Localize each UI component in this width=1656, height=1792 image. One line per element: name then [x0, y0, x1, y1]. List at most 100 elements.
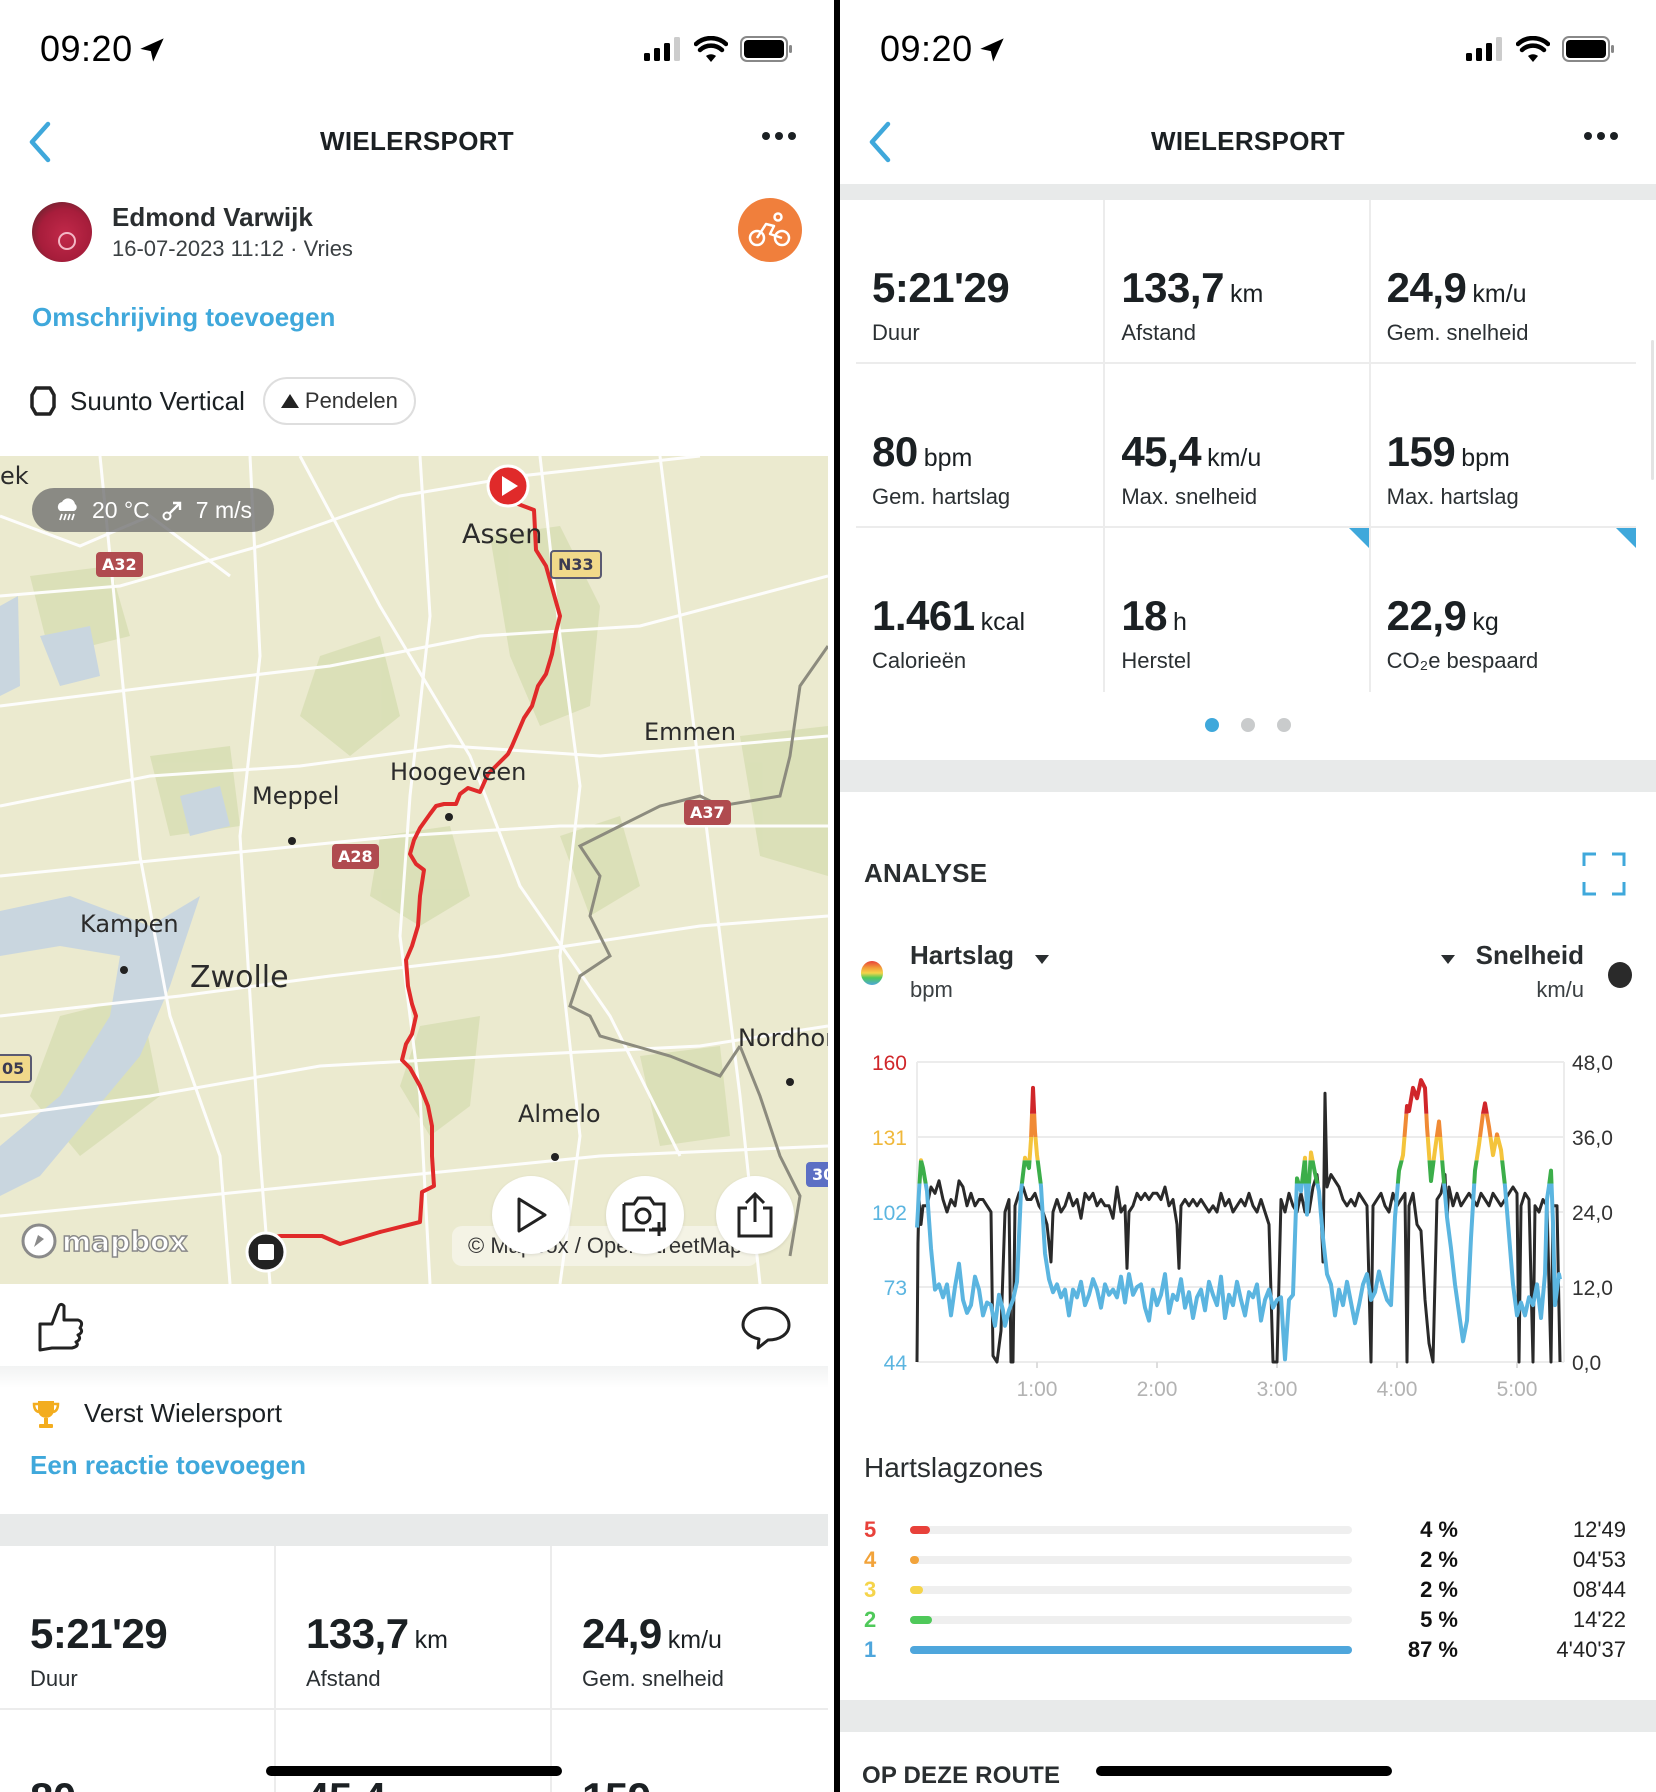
scrollbar[interactable] [1651, 340, 1654, 480]
stat-value: 24,9 [1386, 264, 1467, 311]
more-options-button[interactable] [1584, 132, 1618, 140]
signal-icon [1466, 37, 1502, 61]
map-place-label: Hoogeveen [390, 758, 527, 786]
info-corner-flag[interactable] [1348, 528, 1369, 548]
x-tick: 2:00 [1137, 1378, 1178, 1400]
hr-zone-row: 2 5 % 14'22 [864, 1606, 1626, 1634]
x-tick: 3:00 [1257, 1378, 1298, 1400]
analysis-chart[interactable]: 44 0,0 73 12,0 102 24,0 131 36,0 160 48,0 1:00 2:00… [840, 1040, 1656, 1400]
stat-label: Duur [30, 1666, 78, 1691]
page-dot[interactable] [1205, 718, 1219, 732]
stat-cell: 1.461 kcal Calorieën [856, 528, 1106, 692]
stat-value: 5:21'29 [872, 264, 1010, 311]
home-indicator [1096, 1766, 1392, 1776]
activity-date-location: 16-07-2023 11:12 · Vries [112, 236, 353, 261]
panel-divider [834, 0, 840, 1792]
share-icon [737, 1192, 773, 1238]
user-name[interactable]: Edmond Varwijk [112, 202, 313, 232]
avatar[interactable] [32, 202, 92, 262]
zone-percent: 2 % [1420, 1547, 1458, 1572]
stat-value: 133,7 [306, 1610, 409, 1657]
stat-unit: kg [1472, 608, 1499, 636]
section-separator [0, 1514, 828, 1546]
stat-label: Gem. hartslag [872, 484, 1011, 509]
zone-percent: 4 % [1420, 1517, 1458, 1542]
tag-triangle-icon [280, 394, 299, 408]
heart-rate-line [915, 1183, 1562, 1362]
stat-cell: 18 h Herstel [1105, 528, 1371, 692]
back-chevron-icon[interactable] [862, 118, 898, 166]
more-options-button[interactable] [762, 132, 796, 140]
stat-label: Calorieën [872, 648, 967, 673]
zone-bar-track [910, 1526, 1352, 1534]
section-separator [840, 760, 1656, 792]
dropdown-caret-icon [1441, 955, 1456, 965]
stat-unit: km/u [667, 1626, 722, 1654]
back-chevron-icon[interactable] [22, 118, 58, 166]
activity-analysis-screen: 09:20 WIELERSPORT 5:21'29 Duur 133,7 km Afst… [840, 0, 1656, 1792]
zone-duration: 12'49 [1572, 1517, 1626, 1542]
achievement-row: Verst Wielersport [32, 1398, 282, 1429]
on-this-route-title: OP DEZE ROUTE [862, 1762, 1061, 1789]
stats-grid: 5:21'29 Duur 133,7 km Afstand 24,9 km/u Gem. sn… [0, 1546, 828, 1792]
play-route-button[interactable] [492, 1176, 570, 1254]
page-dot[interactable] [1277, 718, 1291, 732]
like-thumbs-up-icon[interactable] [36, 1302, 86, 1354]
add-description-link[interactable]: Omschrijving toevoegen [32, 302, 336, 332]
achievement-label: Verst Wielersport [84, 1398, 282, 1428]
stat-value: 22,9 [1386, 592, 1467, 639]
stat-unit: kcal [980, 608, 1026, 636]
heart-rate-line [917, 1160, 1554, 1184]
y-left-tick: 131 [872, 1127, 907, 1150]
separator [0, 1366, 828, 1388]
info-corner-flag[interactable] [1616, 528, 1636, 548]
social-actions [0, 1284, 828, 1366]
cycling-sport-icon [738, 198, 802, 262]
fullscreen-expand-icon[interactable] [1582, 852, 1626, 896]
stat-cell: 5:21'29 Duur [0, 1546, 276, 1710]
hr-zone-row: 3 2 % 08'44 [864, 1576, 1626, 1604]
y-right-tick: 48,0 [1572, 1052, 1613, 1075]
mapbox-logo[interactable]: mapbox [20, 1222, 188, 1260]
add-comment-link[interactable]: Een reactie toevoegen [30, 1450, 306, 1480]
map-place-label: Meppel [252, 782, 340, 810]
add-photo-button[interactable] [606, 1176, 684, 1254]
zone-percent: 2 % [1420, 1577, 1458, 1602]
map-canvas[interactable] [0, 456, 828, 1284]
road-shield: N33 [550, 550, 602, 579]
zone-bar-fill [910, 1556, 919, 1564]
map-place-label: Zwolle [190, 960, 289, 995]
map-place-label: Nordhor [738, 1024, 828, 1052]
carousel-page-dots[interactable] [840, 718, 1656, 732]
status-time: 09:20 [880, 28, 973, 69]
road-shield: 05 [0, 1054, 33, 1083]
zone-duration: 04'53 [1572, 1547, 1626, 1572]
page-dot[interactable] [1241, 718, 1255, 732]
zone-gradient-dot-icon [861, 961, 883, 985]
stat-cell: 24,9 km/u Gem. snelheid [552, 1546, 828, 1710]
zone-duration: 08'44 [1572, 1577, 1626, 1602]
route-map[interactable]: 20 °C 7 m/s Assen Emmen Hoogeveen Meppel Kam… [0, 456, 828, 1284]
comment-bubble-icon[interactable] [740, 1304, 792, 1352]
heart-rate-series-selector[interactable]: Hartslag bpm [860, 940, 1049, 1003]
stat-label: Duur [872, 320, 920, 345]
zone-bar-track [910, 1616, 1352, 1624]
stat-unit: bpm [1461, 444, 1510, 472]
share-button[interactable] [716, 1176, 794, 1254]
stat-label: Max. snelheid [1121, 484, 1258, 509]
series-left-unit: bpm [910, 977, 953, 1002]
series-right-name: Snelheid [1475, 940, 1584, 970]
stats-grid-carousel[interactable]: 5:21'29 Duur 133,7 km Afstand 24,9 km/u Gem. sn… [840, 200, 1636, 692]
hr-zone-row: 4 2 % 04'53 [864, 1546, 1626, 1574]
stat-cell: 133,7 km Afstand [276, 1546, 552, 1710]
rain-cloud-icon [57, 498, 77, 521]
road-shield: 30 [806, 1162, 828, 1187]
zone-percent: 5 % [1420, 1607, 1458, 1632]
stat-unit: km/u [1207, 444, 1262, 472]
signal-icon [644, 37, 680, 61]
speed-series-selector[interactable]: Snelheid km/u [1441, 940, 1632, 1003]
commute-tag-chip[interactable]: Pendelen [262, 377, 416, 425]
